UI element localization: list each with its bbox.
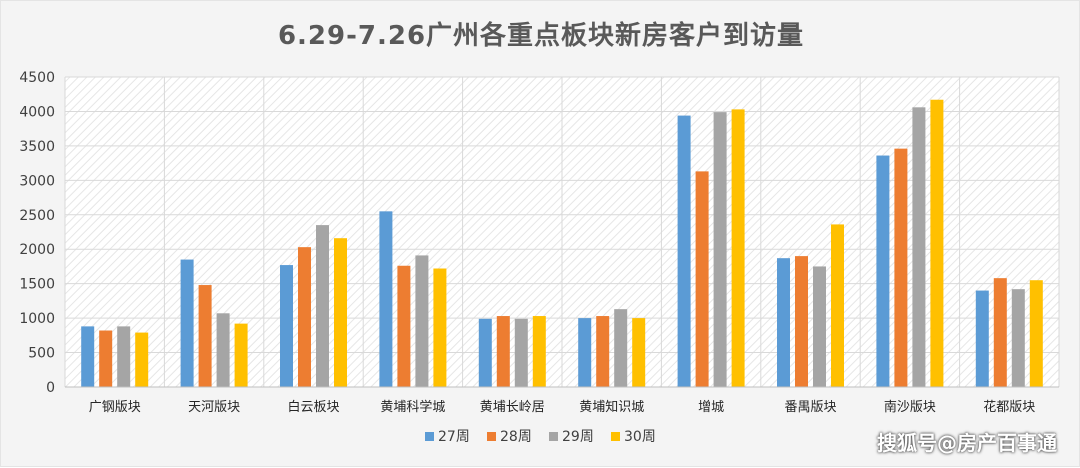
x-category-label: 黄埔科学城 [380,399,445,415]
x-category-label: 增城 [698,400,724,415]
watermark: 搜狐号@房产百事通 [877,431,1057,455]
legend-label: 27周 [438,429,470,445]
bar [334,238,347,387]
legend-label: 29周 [562,429,594,445]
bar [496,316,510,387]
y-tick-label: 3000 [19,173,55,189]
x-category-label: 黄埔知识城 [579,399,644,415]
legend-label: 28周 [500,429,532,445]
y-tick-label: 1000 [19,311,55,327]
legend-swatch [487,432,496,441]
legend: 27周 28周 29周 30周 [425,429,656,445]
bar [135,332,149,387]
x-category-label: 天河版块 [188,400,240,415]
bar [298,247,311,387]
bar [117,326,131,387]
x-category-label: 黄埔长岭居 [480,400,545,415]
bar [795,256,808,387]
y-tick-label: 2500 [19,208,55,224]
legend-swatch [425,432,434,441]
bar [532,316,546,387]
x-axis-categories: 广钢版块 天河版块 白云板块 黄埔科学城 黄埔长岭居 黄埔知识城 增城 番禺版块 南沙版块 花都版… [89,399,1036,415]
bar [596,316,610,387]
x-category-label: 白云板块 [287,399,339,415]
legend-swatch [549,432,558,441]
x-category-label: 广钢版块 [89,400,141,415]
bar [216,313,230,387]
bar [876,155,890,387]
bar [280,265,293,387]
bar [912,107,926,388]
x-category-label: 花都版块 [983,399,1035,415]
bar [731,109,745,387]
bar [99,330,113,387]
bar [975,290,989,387]
y-tick-label: 4000 [19,104,55,120]
y-tick-label: 500 [28,346,55,362]
chart-title: 6.29-7.26广州各重点板块新房客户到访量 [277,21,805,51]
bar [614,309,628,387]
bar [993,278,1007,387]
bar [514,318,528,387]
bar [397,265,411,387]
y-tick-label: 2000 [19,242,55,258]
legend-label: 30周 [624,429,656,445]
bar [713,112,727,387]
bar [632,318,646,387]
y-tick-label: 4500 [19,70,55,86]
legend-swatch [611,432,620,441]
bar [478,318,492,387]
bar [415,255,429,387]
bar [831,224,844,387]
y-axis-ticks: 0 500 1000 1500 2000 2500 3000 3500 4000 4500 [19,70,55,396]
y-tick-label: 0 [46,380,55,396]
bar [81,326,95,387]
bar [677,115,691,388]
bar [813,266,826,387]
bar [930,99,944,387]
bar [316,225,329,387]
bar [1029,280,1043,387]
grid-lines [64,76,1060,388]
bar [379,211,393,387]
x-category-label: 番禺版块 [784,400,836,415]
bar [777,258,790,387]
y-tick-label: 1500 [19,277,55,293]
y-tick-label: 3500 [19,139,55,155]
bar [695,171,709,387]
bar [198,285,212,387]
bar [894,148,908,387]
bar [180,259,194,387]
bar [1011,289,1025,387]
bars [81,99,1043,388]
x-category-label: 南沙版块 [884,399,936,415]
bar [433,268,447,387]
bar [234,323,248,387]
bar [578,318,592,387]
